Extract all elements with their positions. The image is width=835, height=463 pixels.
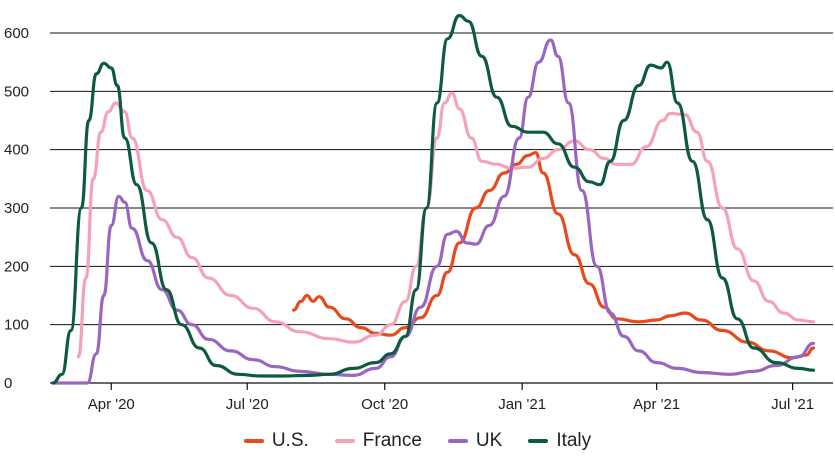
y-tick-label-0: 0 (4, 375, 12, 392)
series-line-italy (51, 13, 816, 385)
line-chart: 0 100 200 300 400 500 600 Apr '20 Jul '20 Oct '2… (4, 13, 833, 413)
legend: U.S. France UK Italy (0, 426, 835, 456)
legend-item-us: U.S. (243, 430, 309, 452)
y-tick-label-300: 300 (4, 200, 29, 217)
y-tick-label-100: 100 (4, 317, 29, 334)
y-tick-label-600: 600 (4, 25, 29, 42)
legend-label-italy: Italy (556, 430, 592, 451)
x-tick-label-4: Apr '21 (633, 396, 680, 413)
x-tick-label-3: Jan '21 (498, 396, 546, 413)
x-tick-label-0: Apr '20 (88, 396, 135, 413)
legend-label-uk: UK (475, 430, 503, 451)
legend-swatch-uk (447, 439, 468, 443)
y-tick-label-200: 200 (4, 258, 29, 275)
legend-label-us: U.S. (271, 430, 309, 451)
series-line-us (292, 151, 816, 360)
legend-item-france: France (334, 430, 422, 452)
y-tick-label-500: 500 (4, 83, 29, 100)
x-tick-label-2: Oct '20 (361, 396, 408, 413)
x-tick-label-5: Jul '21 (771, 396, 814, 413)
legend-item-italy: Italy (528, 430, 591, 452)
legend-item-uk: UK (447, 430, 503, 452)
legend-swatch-us (243, 439, 264, 443)
legend-label-france: France (362, 430, 422, 451)
x-tick-label-1: Jul '20 (226, 396, 269, 413)
series-line-france (76, 91, 816, 359)
y-axis-labels: 0 100 200 300 400 500 600 (4, 25, 29, 392)
legend-swatch-france (334, 439, 355, 443)
series-line-uk (51, 38, 816, 385)
y-tick-label-400: 400 (4, 142, 29, 159)
legend-swatch-italy (528, 439, 549, 443)
series-lines (51, 13, 816, 385)
x-axis: Apr '20 Jul '20 Oct '20 Jan '21 Apr '21 Jul '… (50, 382, 833, 413)
